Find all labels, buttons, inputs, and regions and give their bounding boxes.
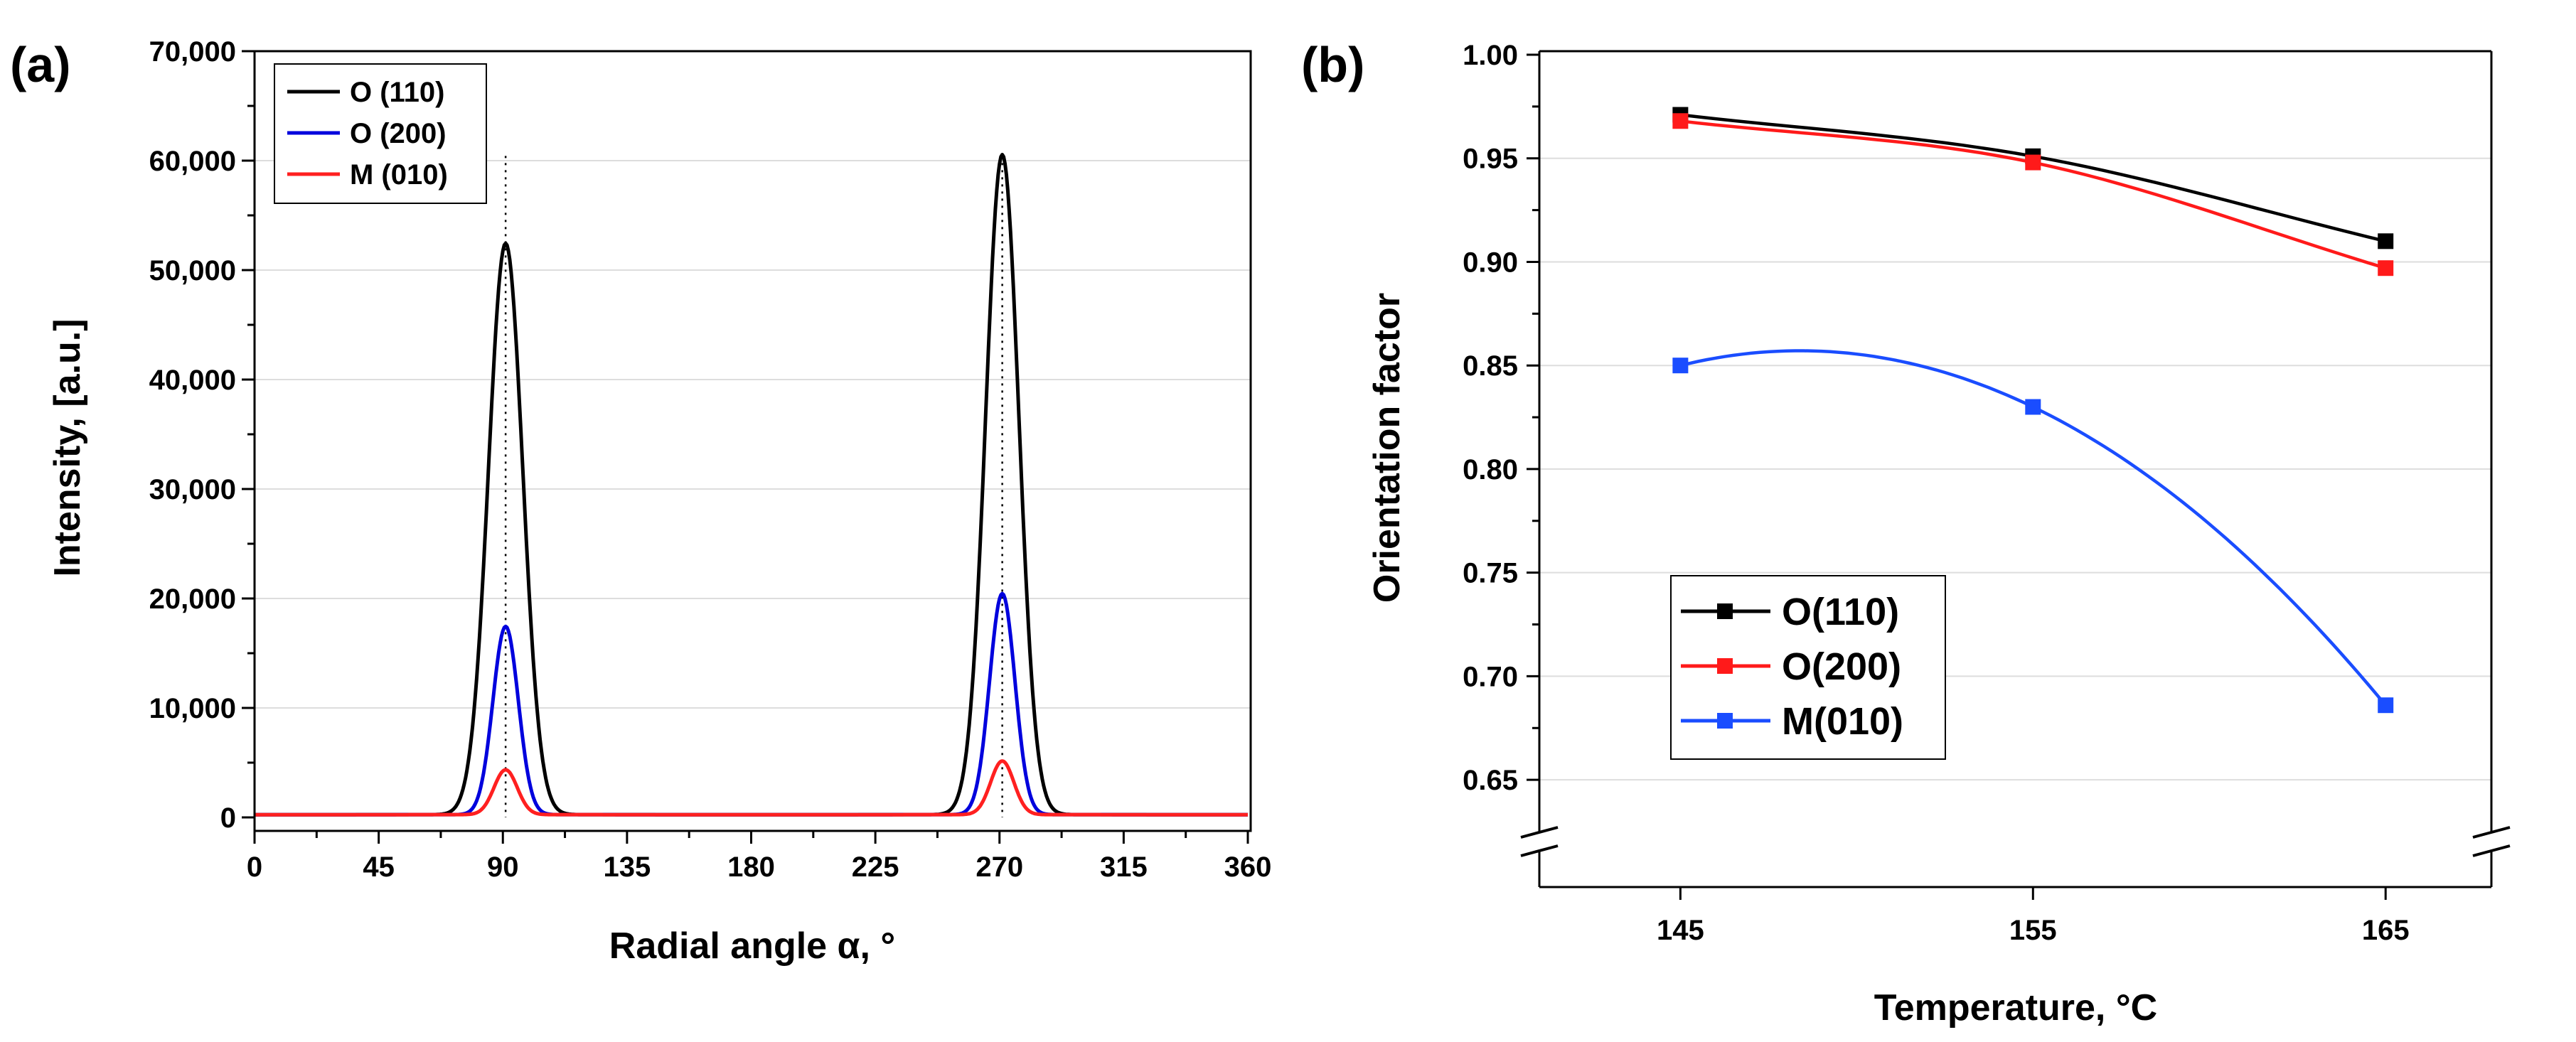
b-y-tick-label: 0.65 [1463, 765, 1518, 796]
b-series-line-0 [1680, 113, 2386, 243]
b-y-tick-label: 0.80 [1463, 454, 1518, 485]
a-y-tick-label: 70,000 [149, 36, 236, 68]
b-axis-break-mark [1520, 844, 1559, 857]
b-legend-entry-1: O(200) [1782, 645, 1901, 688]
a-x-tick-label: 180 [727, 852, 775, 883]
a-x-axis-label: Radial angle α, ° [609, 925, 895, 967]
a-x-tick-label: 315 [1100, 852, 1148, 883]
b-axis-break-mark [2472, 826, 2511, 839]
b-data-point-2-2 [2378, 697, 2394, 714]
b-y-tick-label: 0.75 [1463, 558, 1518, 589]
a-y-tick-label: 0 [220, 802, 236, 834]
b-data-point-1-1 [2025, 154, 2041, 171]
b-series-group [1672, 107, 2394, 714]
b-x-tick-label: 145 [1657, 915, 1704, 946]
a-y-ticks: 0 10,000 20,000 30,000 40,000 50,000 60,000 70,… [149, 36, 255, 834]
a-x-tick-label: 135 [604, 852, 651, 883]
panel-b: (b) 145 155 165 0.650.700.750.800.850.900.… [1301, 37, 2513, 1028]
b-y-tick-label: 0.90 [1463, 247, 1518, 278]
a-y-axis-label: Intensity, [a.u.] [47, 318, 88, 576]
b-legend-entry-0: O(110) [1782, 591, 1899, 633]
b-y-tick-label: 1.00 [1463, 40, 1518, 71]
a-y-tick-label: 10,000 [149, 693, 236, 724]
a-legend-entry-2: M (010) [350, 159, 448, 190]
b-y-ticks: 0.65 0.70 0.75 0.80 0.85 0.90 0.95 1.00 [1463, 40, 1539, 796]
a-y-tick-label: 30,000 [149, 474, 236, 505]
b-x-tick-label: 165 [2362, 915, 2410, 946]
panel-a: (a) 0 45 90 135 180 225 270 315 360 0 10,000 20,00… [10, 36, 1271, 967]
a-series-line-1 [254, 591, 1249, 817]
a-legend-entry-0: O (110) [350, 77, 444, 108]
a-y-tick-label: 50,000 [149, 255, 236, 286]
b-data-point-2-1 [2025, 399, 2041, 415]
b-data-point-1-0 [1672, 113, 1689, 129]
a-x-tick-label: 270 [976, 852, 1023, 883]
a-x-tick-label: 225 [852, 852, 899, 883]
a-x-tick-label: 0 [247, 852, 262, 883]
b-plot-frame [1518, 50, 2513, 888]
b-x-tick-label: 155 [2009, 915, 2057, 946]
a-series-group [254, 153, 1249, 817]
b-axis-break-mark [2472, 844, 2511, 857]
panel-a-label: (a) [10, 37, 71, 92]
b-axis-break-mark [1520, 826, 1559, 839]
a-y-tick-label: 40,000 [149, 365, 236, 396]
b-legend: O(110) O(200) M(010) [1670, 575, 1946, 760]
a-x-tick-label: 360 [1224, 852, 1272, 883]
panel-b-label: (b) [1301, 37, 1364, 92]
b-legend-marker-0 [1717, 603, 1733, 619]
b-y-tick-label: 0.85 [1463, 350, 1518, 382]
b-data-point-1-2 [2378, 260, 2394, 276]
b-data-point-0-2 [2378, 233, 2394, 249]
a-series-line-2 [254, 759, 1249, 817]
a-plot-frame [253, 50, 1252, 832]
b-data-point-2-0 [1672, 358, 1689, 374]
b-legend-marker-1 [1717, 658, 1733, 674]
a-x-tick-label: 45 [363, 852, 395, 883]
a-x-tick-label: 90 [487, 852, 519, 883]
b-series-line-1 [1680, 119, 2386, 270]
a-legend-entry-1: O (200) [350, 118, 447, 149]
a-x-ticks: 0 45 90 135 180 225 270 315 360 [247, 831, 1272, 883]
b-legend-entry-2: M(010) [1782, 700, 1903, 743]
b-x-axis-label: Temperature, °C [1874, 987, 2157, 1028]
a-reference-lines [504, 156, 1003, 817]
b-y-tick-label: 0.70 [1463, 661, 1518, 692]
b-y-tick-label: 0.95 [1463, 144, 1518, 175]
a-series-line-0 [254, 153, 1249, 817]
b-y-axis-label: Orientation factor [1367, 293, 1408, 603]
a-legend: O (110) O (200) M (010) [274, 63, 487, 204]
a-y-tick-label: 20,000 [149, 584, 236, 615]
b-x-ticks: 145 155 165 [1657, 887, 2410, 946]
b-legend-marker-2 [1717, 713, 1733, 729]
a-y-tick-label: 60,000 [149, 146, 236, 177]
a-gridlines [255, 160, 1251, 709]
